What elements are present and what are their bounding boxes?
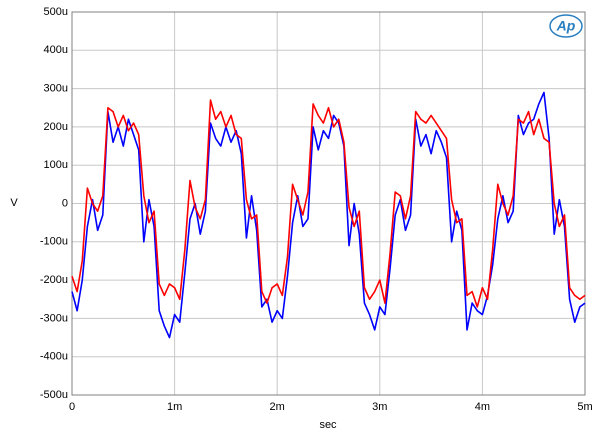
x-tick-label: 4m <box>475 401 490 413</box>
y-tick-label: -100u <box>40 236 68 248</box>
x-tick-label: 3m <box>372 401 387 413</box>
plot-frame <box>71 11 586 396</box>
y-tick-label: -400u <box>40 351 68 363</box>
y-tick-label: 100u <box>44 159 68 171</box>
y-tick-label: -200u <box>40 274 68 286</box>
series-line <box>71 91 586 339</box>
x-axis-label: sec <box>319 419 337 431</box>
y-axis-label: V <box>10 197 18 209</box>
y-tick-label: 200u <box>44 121 68 133</box>
series-line <box>71 99 586 308</box>
y-tick-label: -500u <box>40 389 68 401</box>
x-tick-label: 1m <box>167 401 182 413</box>
x-tick-label: 5m <box>577 401 592 413</box>
y-tick-label: -300u <box>40 312 68 324</box>
y-tick-label: 400u <box>44 44 68 56</box>
y-tick-label: 300u <box>44 83 68 95</box>
x-tick-label: 2m <box>270 401 285 413</box>
x-tick-label: 0 <box>69 401 75 413</box>
y-tick-label: 500u <box>44 6 68 18</box>
logo: Ap <box>556 18 576 34</box>
y-tick-label: 0 <box>62 197 68 209</box>
logo-ring <box>549 14 583 38</box>
